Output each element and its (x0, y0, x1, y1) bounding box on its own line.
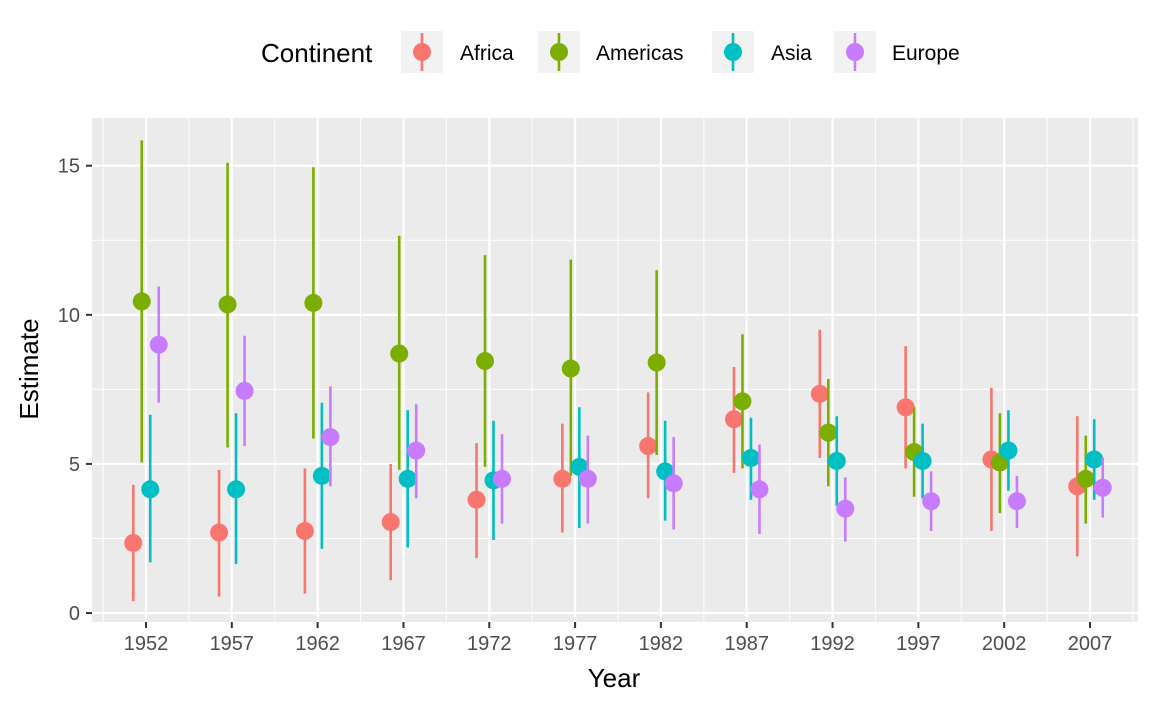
chart-marks (124, 140, 1112, 602)
estimate-point (1076, 469, 1095, 488)
y-axis-title: Estimate (14, 318, 44, 419)
legend-label: Africa (460, 42, 514, 65)
estimate-point (827, 451, 846, 470)
estimate-point (381, 513, 400, 532)
estimate-point (210, 523, 229, 542)
legend-item-americas: Americas (538, 31, 684, 73)
estimate-point (724, 410, 743, 429)
legend-label: Americas (596, 42, 684, 65)
estimate-point (647, 353, 666, 372)
estimate-point (407, 441, 426, 460)
legend-key-point (846, 43, 864, 61)
x-tick-label: 1967 (381, 633, 426, 655)
x-tick-label: 1982 (639, 633, 684, 655)
legend-title: Continent (261, 38, 373, 68)
estimate-point (913, 451, 932, 470)
legend-key-point (413, 43, 431, 61)
estimate-point (999, 441, 1018, 460)
estimate-point (295, 522, 314, 541)
estimate-point (227, 480, 246, 499)
estimate-point (493, 469, 512, 488)
y-tick-label: 15 (58, 156, 80, 178)
x-tick-label: 2007 (1068, 633, 1113, 655)
estimate-point (896, 398, 915, 417)
estimate-point (810, 384, 829, 403)
estimate-point (664, 474, 683, 493)
estimate-point (218, 295, 237, 314)
estimate-point (124, 533, 143, 552)
x-axis: 1952 1957 1962 1967 1972 1977 1982 1987 1992 1997… (124, 622, 1113, 655)
estimate-point (922, 492, 941, 511)
plot-panel (92, 118, 1138, 622)
estimate-point (304, 293, 323, 312)
grid-minor (92, 118, 1138, 622)
x-tick-label: 1987 (724, 633, 769, 655)
estimate-point (141, 480, 160, 499)
estimate-point (476, 352, 495, 371)
x-tick-label: 1997 (896, 633, 941, 655)
estimate-point (1093, 478, 1112, 497)
legend-label: Asia (771, 42, 812, 65)
legend-item-europe: Europe (834, 31, 960, 73)
x-tick-label: 1957 (210, 633, 255, 655)
y-axis: 0 5 10 15 (58, 156, 92, 625)
y-tick-label: 0 (69, 603, 80, 625)
x-tick-label: 1962 (295, 633, 340, 655)
estimate-point (750, 480, 769, 499)
x-tick-label: 2002 (982, 633, 1027, 655)
grid-major (92, 118, 1138, 622)
estimate-point (733, 392, 752, 411)
series-europe (149, 286, 1112, 542)
legend-item-africa: Africa (401, 31, 514, 73)
estimate-point (235, 381, 254, 400)
x-axis-title: Year (588, 663, 641, 693)
x-tick-label: 1992 (810, 633, 855, 655)
estimate-point (149, 335, 168, 354)
estimate-point (1085, 450, 1104, 469)
y-tick-label: 10 (58, 305, 80, 327)
estimate-point (312, 466, 331, 485)
estimate-point (1007, 492, 1026, 511)
estimate-point (639, 437, 658, 456)
legend-key-point (724, 43, 742, 61)
series-africa (124, 329, 1087, 602)
estimate-point (741, 448, 760, 467)
x-tick-label: 1977 (553, 633, 598, 655)
estimate-point (321, 428, 340, 447)
x-tick-label: 1972 (467, 633, 512, 655)
estimate-point (467, 490, 486, 509)
legend-key-point (550, 43, 568, 61)
legend-label: Europe (892, 42, 960, 65)
legend: Continent Africa Americas Asia Europe (261, 31, 960, 73)
estimate-point (390, 344, 409, 363)
estimate-point (553, 469, 572, 488)
legend-item-asia: Asia (712, 31, 812, 73)
estimate-point (561, 359, 580, 378)
x-tick-label: 1952 (124, 633, 169, 655)
estimate-point (819, 423, 838, 442)
estimate-point (578, 469, 597, 488)
estimate-point (398, 469, 417, 488)
series-americas (132, 140, 1095, 524)
y-tick-label: 5 (69, 454, 80, 476)
estimate-point (836, 499, 855, 518)
estimate-point (132, 292, 151, 311)
